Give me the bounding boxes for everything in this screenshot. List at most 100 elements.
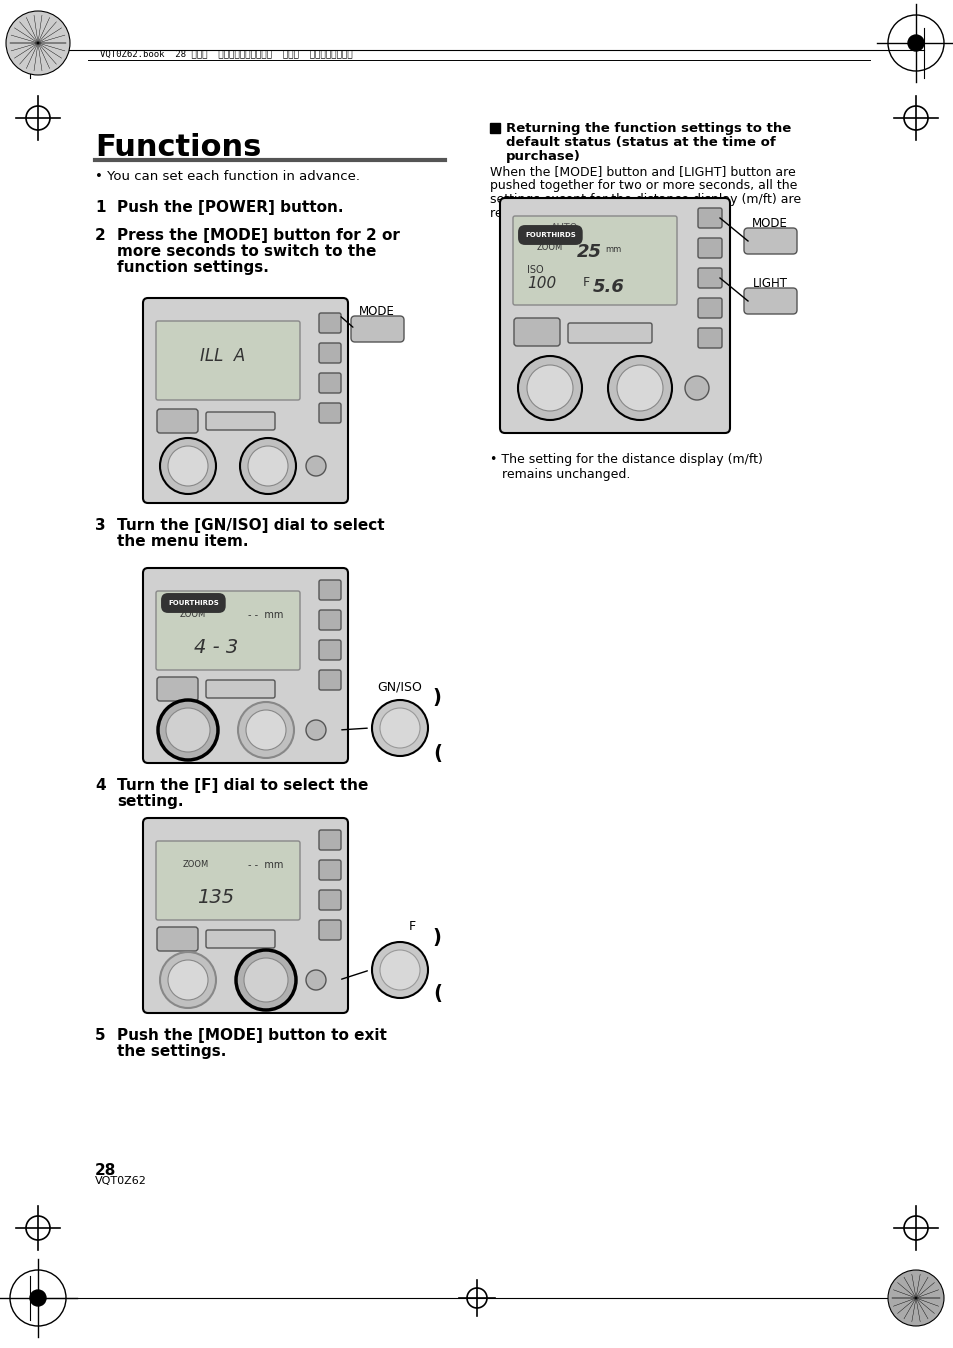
FancyBboxPatch shape — [318, 640, 340, 661]
Text: Press the [MODE] button for 2 or: Press the [MODE] button for 2 or — [117, 228, 399, 243]
FancyBboxPatch shape — [743, 288, 796, 314]
FancyBboxPatch shape — [156, 590, 299, 670]
Text: 4 - 3: 4 - 3 — [193, 638, 238, 656]
FancyBboxPatch shape — [157, 408, 198, 433]
Text: pushed together for two or more seconds, all the: pushed together for two or more seconds,… — [490, 179, 797, 191]
FancyBboxPatch shape — [156, 321, 299, 400]
Circle shape — [160, 438, 215, 493]
Text: FOURTHIRDS: FOURTHIRDS — [524, 232, 576, 239]
Circle shape — [235, 950, 295, 1010]
Text: When the [MODE] button and [LIGHT] button are: When the [MODE] button and [LIGHT] butto… — [490, 164, 795, 178]
Text: Push the [MODE] button to exit: Push the [MODE] button to exit — [117, 1029, 387, 1043]
Text: ): ) — [432, 689, 440, 708]
Text: VQT0Z62.book  28 ページ  ２００６年６月２２日  木曜日  午前１１時４６分: VQT0Z62.book 28 ページ ２００６年６月２２日 木曜日 午前１１時… — [100, 49, 353, 58]
Text: 2: 2 — [95, 228, 106, 243]
Bar — [490, 123, 499, 133]
Text: 3: 3 — [95, 518, 106, 532]
Text: 28: 28 — [95, 1163, 116, 1178]
Text: - -  mm: - - mm — [248, 860, 283, 869]
Text: purchase): purchase) — [505, 150, 580, 163]
FancyBboxPatch shape — [318, 919, 340, 940]
Text: MODE: MODE — [358, 305, 395, 318]
FancyBboxPatch shape — [318, 403, 340, 423]
Text: setting.: setting. — [117, 794, 183, 809]
Circle shape — [244, 958, 288, 1002]
FancyBboxPatch shape — [157, 927, 198, 950]
Text: more seconds to switch to the: more seconds to switch to the — [117, 244, 376, 259]
Text: 5: 5 — [95, 1029, 106, 1043]
Text: ZOOM: ZOOM — [180, 611, 206, 619]
FancyBboxPatch shape — [318, 373, 340, 394]
Text: GN/ISO: GN/ISO — [377, 679, 422, 693]
FancyBboxPatch shape — [698, 239, 721, 257]
FancyBboxPatch shape — [206, 930, 274, 948]
FancyBboxPatch shape — [743, 228, 796, 253]
Text: 25: 25 — [577, 243, 601, 262]
Circle shape — [617, 365, 662, 411]
Circle shape — [168, 960, 208, 1000]
FancyBboxPatch shape — [318, 580, 340, 600]
Circle shape — [372, 700, 428, 756]
Text: FOURTHIRDS: FOURTHIRDS — [168, 600, 218, 607]
Text: ISO: ISO — [526, 266, 543, 275]
Text: LIGHT: LIGHT — [752, 276, 786, 290]
FancyBboxPatch shape — [514, 318, 559, 346]
FancyBboxPatch shape — [143, 298, 348, 503]
Text: the settings.: the settings. — [117, 1043, 226, 1060]
FancyBboxPatch shape — [143, 568, 348, 763]
Text: AUTO: AUTO — [551, 222, 578, 233]
Text: default status (status at the time of: default status (status at the time of — [505, 136, 775, 150]
Text: ZOOM: ZOOM — [537, 243, 562, 252]
Text: • The setting for the distance display (m/ft) 
   remains unchanged.: • The setting for the distance display (… — [490, 453, 766, 481]
Circle shape — [379, 950, 419, 989]
Text: Returning the function settings to the: Returning the function settings to the — [505, 123, 790, 135]
FancyBboxPatch shape — [318, 670, 340, 690]
Text: Turn the [F] dial to select the: Turn the [F] dial to select the — [117, 778, 368, 793]
Circle shape — [248, 446, 288, 487]
Circle shape — [6, 11, 70, 75]
FancyBboxPatch shape — [157, 677, 198, 701]
Text: Turn the [GN/ISO] dial to select: Turn the [GN/ISO] dial to select — [117, 518, 384, 532]
Text: • You can set each function in advance.: • You can set each function in advance. — [95, 170, 359, 183]
Text: function settings.: function settings. — [117, 260, 269, 275]
Text: ZOOM: ZOOM — [183, 860, 209, 869]
Text: - -  mm: - - mm — [248, 611, 283, 620]
Text: 135: 135 — [197, 888, 234, 907]
Text: the menu item.: the menu item. — [117, 534, 248, 549]
Text: VQT0Z62: VQT0Z62 — [95, 1175, 147, 1186]
Circle shape — [372, 942, 428, 998]
FancyBboxPatch shape — [567, 324, 651, 342]
Text: MODE: MODE — [751, 217, 787, 231]
Circle shape — [306, 720, 326, 740]
Circle shape — [160, 952, 215, 1008]
FancyBboxPatch shape — [698, 208, 721, 228]
FancyBboxPatch shape — [318, 611, 340, 630]
FancyBboxPatch shape — [698, 268, 721, 288]
Text: 100: 100 — [526, 276, 556, 291]
Text: ): ) — [432, 740, 440, 759]
Circle shape — [607, 356, 671, 421]
Text: returned to their defaults.: returned to their defaults. — [490, 208, 652, 220]
FancyBboxPatch shape — [318, 313, 340, 333]
Circle shape — [526, 365, 573, 411]
FancyBboxPatch shape — [318, 860, 340, 880]
Circle shape — [166, 708, 210, 752]
FancyBboxPatch shape — [156, 841, 299, 919]
Circle shape — [240, 438, 295, 493]
Circle shape — [246, 710, 286, 749]
FancyBboxPatch shape — [143, 818, 348, 1012]
Circle shape — [907, 35, 923, 51]
FancyBboxPatch shape — [206, 412, 274, 430]
FancyBboxPatch shape — [318, 890, 340, 910]
Text: 1: 1 — [95, 200, 106, 214]
Text: 4: 4 — [95, 778, 106, 793]
FancyBboxPatch shape — [351, 315, 403, 342]
Text: F: F — [582, 276, 590, 288]
Circle shape — [379, 708, 419, 748]
Circle shape — [168, 446, 208, 487]
FancyBboxPatch shape — [206, 679, 274, 698]
Text: 5.6: 5.6 — [593, 278, 624, 297]
FancyBboxPatch shape — [513, 216, 677, 305]
Text: mm: mm — [604, 245, 620, 253]
FancyBboxPatch shape — [318, 342, 340, 363]
